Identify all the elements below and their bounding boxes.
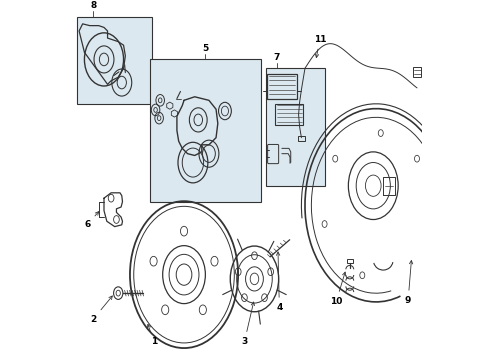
Bar (412, 67, 420, 77)
Text: 7: 7 (273, 53, 279, 62)
Bar (77, 17, 152, 104)
Text: 8: 8 (90, 1, 96, 10)
Bar (297, 136, 305, 141)
Text: 11: 11 (313, 35, 325, 58)
Text: 1: 1 (147, 324, 157, 346)
Bar (346, 259, 352, 263)
Bar (274, 104, 303, 125)
Text: 10: 10 (329, 272, 345, 306)
Bar (150, 59, 260, 202)
Text: 3: 3 (241, 302, 254, 346)
Bar (265, 68, 324, 186)
Text: 4: 4 (276, 252, 282, 312)
Text: 5: 5 (202, 44, 208, 53)
Text: 6: 6 (84, 212, 99, 229)
Text: 9: 9 (404, 261, 412, 305)
Bar (266, 74, 296, 99)
Text: 2: 2 (90, 296, 112, 324)
